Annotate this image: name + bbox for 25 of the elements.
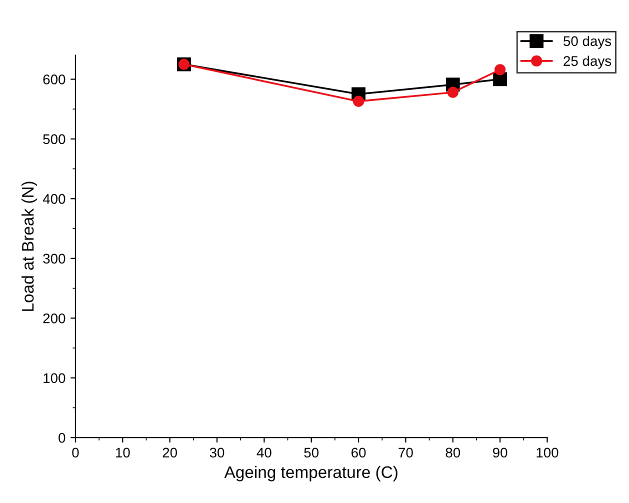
x-tick-label: 0 xyxy=(72,448,79,458)
x-tick-label: 90 xyxy=(492,448,508,458)
x-tick-label: 40 xyxy=(256,448,272,458)
x-tick-label: 20 xyxy=(162,448,178,458)
y-tick-label: 100 xyxy=(44,373,66,384)
y-tick-label: 300 xyxy=(43,254,66,264)
x-tick-label: 70 xyxy=(398,448,413,458)
x-tick-label: 30 xyxy=(210,448,224,458)
legend-label: 50 days xyxy=(564,36,612,49)
x-axis-title: Ageing temperature (C) xyxy=(224,466,398,482)
point xyxy=(494,64,506,76)
y-tick-label: 600 xyxy=(43,74,66,84)
y-axis-title: Load at Break (N) xyxy=(21,182,38,311)
y-tick-label: 0 xyxy=(58,432,66,443)
x-tick-label: 60 xyxy=(352,448,366,458)
y-tick-label: 200 xyxy=(43,313,66,324)
legend-label: 25 days xyxy=(564,56,612,69)
x-tick-label: 10 xyxy=(116,448,130,458)
y-tick-label: 400 xyxy=(42,194,66,204)
point xyxy=(352,96,364,107)
x-tick-label: 100 xyxy=(536,448,558,458)
x-tick-label: 50 xyxy=(304,448,319,458)
y-tick-label: 500 xyxy=(43,134,66,144)
point xyxy=(447,86,458,98)
x-tick-label: 80 xyxy=(446,448,460,458)
